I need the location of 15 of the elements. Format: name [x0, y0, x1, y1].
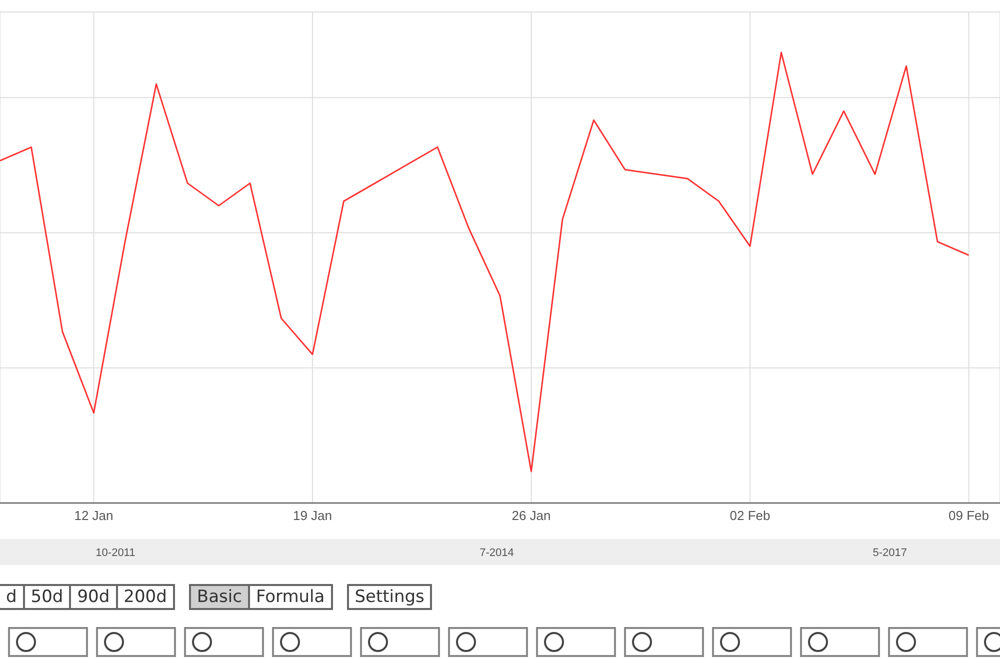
x2-tick-label: 7-2014 — [478, 541, 516, 565]
x2-tick-label: 5-2017 — [870, 541, 909, 565]
text: Formula — [248, 584, 333, 610]
x-tick-label: 19 Jan — [292, 508, 332, 524]
text: Settings — [346, 584, 432, 610]
x2-tick-label: 10-2011 — [94, 541, 138, 565]
text: 50d — [22, 584, 72, 610]
text: 90d — [69, 584, 118, 610]
text: Basic — [188, 584, 250, 610]
x-tick-label: 09 Feb — [948, 508, 989, 524]
x-tick-label: 12 Jan — [74, 508, 114, 524]
text: d — [0, 584, 25, 610]
x-tick-label: 02 Feb — [730, 508, 770, 524]
x-tick-label: 26 Jan — [512, 508, 551, 524]
text: 200d — [116, 584, 175, 610]
